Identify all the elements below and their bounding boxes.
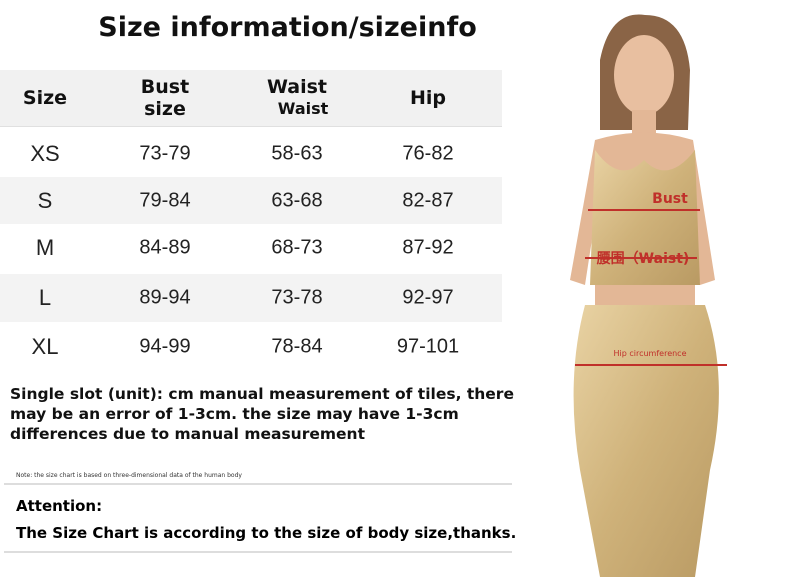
note: Single slot (unit): cm manual measuremen… bbox=[10, 384, 514, 444]
table-row: L 89-94 73-78 92-97 bbox=[0, 274, 502, 322]
title: Size information/sizeinfo bbox=[98, 12, 477, 43]
header-line: Bust bbox=[140, 76, 190, 98]
header-row: Size Bust size Waist Waist Hip bbox=[0, 70, 502, 127]
midriff bbox=[595, 285, 695, 307]
table-row: XL 94-99 78-84 97-101 bbox=[0, 323, 502, 371]
hip-label: Hip circumference bbox=[613, 349, 686, 358]
note-line: Single slot (unit): cm manual measuremen… bbox=[10, 385, 514, 403]
header-cell: Size bbox=[23, 87, 67, 109]
header-line: Waist bbox=[277, 99, 329, 118]
size-value: 79-84 bbox=[139, 189, 191, 212]
size-label: L bbox=[38, 285, 52, 310]
note-line: may be an error of 1-3cm. the size may h… bbox=[10, 405, 459, 423]
attention-text: The Size Chart is according to the size … bbox=[16, 524, 517, 542]
small-note: Note: the size chart is based on three-d… bbox=[16, 472, 242, 479]
size-value: 73-79 bbox=[139, 142, 191, 165]
header-line: Hip bbox=[409, 87, 447, 109]
model-figure: Bust 腰围（Waist) Hip circumference bbox=[570, 14, 727, 577]
header-line: size bbox=[144, 98, 186, 120]
table-row: S 79-84 63-68 82-87 bbox=[0, 177, 502, 225]
size-label: XS bbox=[30, 141, 60, 166]
header-line: Waist bbox=[266, 76, 327, 98]
size-value: 58-63 bbox=[271, 142, 323, 165]
attention-title: Attention: bbox=[16, 497, 103, 515]
measure-lines bbox=[575, 209, 727, 366]
header-cell: Bust size bbox=[141, 76, 189, 120]
size-value: 82-87 bbox=[402, 189, 454, 212]
attention-box: Attention: The Size Chart is according t… bbox=[4, 483, 516, 553]
top bbox=[590, 150, 700, 285]
size-value: 92-97 bbox=[402, 286, 454, 309]
face bbox=[614, 35, 674, 115]
size-value: 94-99 bbox=[139, 335, 191, 358]
size-value: 89-94 bbox=[139, 286, 191, 309]
size-value: 76-82 bbox=[402, 142, 454, 165]
size-label: M bbox=[35, 235, 55, 260]
waist-label: 腰围（Waist) bbox=[596, 251, 690, 267]
size-value: 97-101 bbox=[396, 335, 460, 358]
skirt bbox=[573, 305, 719, 577]
header-cell: Hip bbox=[410, 87, 446, 109]
header-line: Size bbox=[22, 87, 68, 109]
size-value: 68-73 bbox=[271, 236, 323, 259]
bust-label: Bust bbox=[652, 191, 688, 207]
size-label: S bbox=[37, 188, 53, 213]
size-value: 63-68 bbox=[271, 189, 323, 212]
header-cell: Waist Waist bbox=[266, 76, 329, 120]
size-value: 84-89 bbox=[139, 236, 191, 259]
size-value: 78-84 bbox=[271, 335, 323, 358]
size-value: 73-78 bbox=[271, 286, 323, 309]
note-line: differences due to manual measurement bbox=[10, 425, 365, 443]
table-row: XS 73-79 58-63 76-82 bbox=[0, 130, 502, 178]
table-row: M 84-89 68-73 87-92 bbox=[0, 224, 502, 272]
size-label: XL bbox=[31, 334, 59, 359]
size-value: 87-92 bbox=[402, 236, 454, 259]
